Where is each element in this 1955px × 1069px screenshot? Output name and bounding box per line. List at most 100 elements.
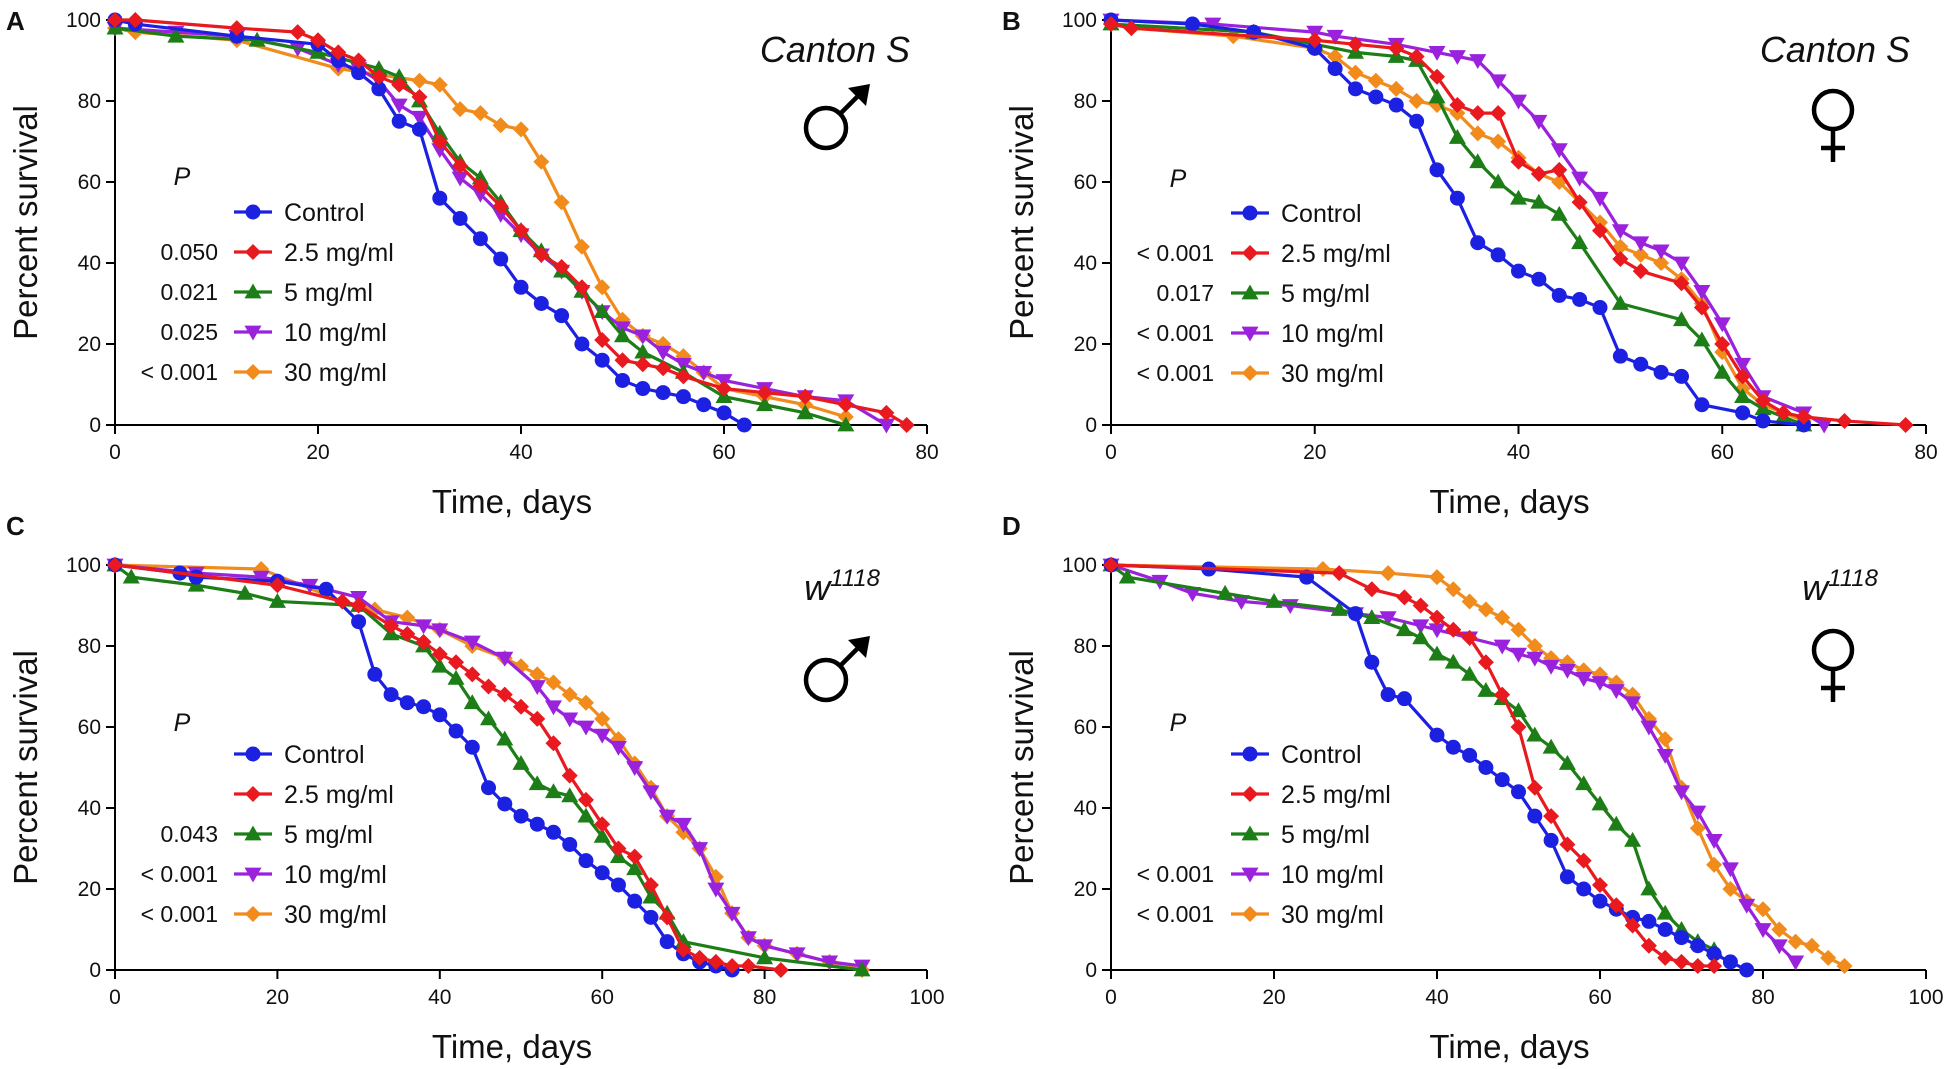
data-point bbox=[594, 331, 611, 348]
data-point bbox=[675, 368, 692, 385]
legend-label: 10 mg/ml bbox=[1281, 320, 1384, 348]
data-point bbox=[452, 101, 469, 118]
data-point bbox=[674, 817, 692, 833]
data-point bbox=[1795, 408, 1812, 425]
data-point bbox=[497, 796, 513, 812]
series-line bbox=[1110, 18, 1825, 427]
data-point bbox=[1652, 244, 1670, 260]
p-value: 0.017 bbox=[1156, 280, 1214, 306]
data-point bbox=[1571, 194, 1588, 211]
legend-marker bbox=[244, 867, 262, 883]
series-line bbox=[1110, 18, 1804, 427]
data-point bbox=[1558, 754, 1576, 770]
series-5-mg-ml bbox=[1102, 556, 1723, 957]
data-point bbox=[496, 730, 514, 746]
data-point bbox=[1429, 162, 1445, 178]
data-point bbox=[1690, 938, 1706, 954]
data-point bbox=[1348, 606, 1363, 622]
data-point bbox=[1380, 565, 1397, 582]
y-tick-label: 20 bbox=[1074, 878, 1097, 901]
data-point bbox=[1632, 263, 1649, 280]
data-point bbox=[626, 848, 643, 865]
data-point bbox=[1469, 125, 1486, 142]
series-10-mg-ml bbox=[106, 558, 871, 975]
data-point bbox=[431, 124, 449, 140]
data-point bbox=[350, 52, 367, 69]
series-line bbox=[1110, 22, 1805, 423]
data-point bbox=[634, 329, 652, 345]
x-axis-title: Time, days bbox=[432, 1028, 592, 1065]
legend-item-30-mg-ml: 30 mg/ml < 0.001 bbox=[1137, 360, 1384, 388]
x-tick-label: 100 bbox=[909, 986, 944, 1009]
data-point bbox=[1576, 881, 1592, 897]
y-tick-label: 60 bbox=[1074, 716, 1097, 739]
data-point bbox=[1489, 173, 1507, 189]
data-point bbox=[573, 279, 590, 296]
legend-marker bbox=[1241, 867, 1259, 883]
data-point bbox=[554, 308, 570, 324]
data-point bbox=[1445, 621, 1462, 638]
data-point bbox=[1734, 388, 1752, 404]
data-point bbox=[1653, 255, 1670, 271]
data-point bbox=[1550, 205, 1568, 221]
legend-label: 30 mg/ml bbox=[1281, 360, 1384, 388]
data-point bbox=[496, 686, 513, 703]
data-point bbox=[655, 385, 671, 401]
male-symbol-icon bbox=[803, 84, 870, 151]
data-point bbox=[1673, 785, 1690, 801]
data-point bbox=[447, 669, 465, 685]
y-tick-label: 80 bbox=[1074, 90, 1097, 113]
data-point bbox=[1118, 568, 1136, 584]
data-point bbox=[594, 710, 611, 727]
data-point bbox=[1897, 417, 1914, 433]
data-point bbox=[528, 680, 546, 695]
series-line bbox=[114, 26, 847, 419]
data-point bbox=[1592, 222, 1608, 239]
data-point bbox=[1306, 32, 1323, 49]
series-line bbox=[1110, 22, 1906, 427]
data-point bbox=[411, 88, 428, 105]
data-point bbox=[756, 384, 773, 401]
series-control bbox=[1103, 12, 1812, 433]
data-point bbox=[878, 404, 895, 421]
legend-item-control: Control bbox=[1231, 200, 1362, 228]
data-point bbox=[853, 961, 871, 977]
data-point bbox=[1611, 224, 1629, 240]
y-tick-label: 0 bbox=[1085, 959, 1097, 982]
data-point bbox=[1511, 263, 1526, 279]
data-point bbox=[658, 809, 676, 825]
data-point bbox=[1592, 893, 1608, 909]
data-point bbox=[513, 121, 529, 138]
data-point bbox=[578, 853, 594, 869]
data-point bbox=[533, 296, 549, 311]
data-point bbox=[1689, 820, 1706, 837]
legend-label: 5 mg/ml bbox=[284, 279, 373, 307]
data-point bbox=[574, 336, 590, 352]
data-point bbox=[1314, 561, 1331, 578]
data-point bbox=[724, 957, 741, 974]
data-point bbox=[1216, 584, 1234, 600]
legend-label: Control bbox=[1281, 741, 1362, 769]
data-point bbox=[448, 723, 464, 739]
data-point bbox=[1412, 619, 1430, 635]
data-point bbox=[1612, 348, 1628, 364]
y-tick-label: 80 bbox=[1074, 635, 1097, 658]
p-value: < 0.001 bbox=[141, 359, 218, 385]
series-line bbox=[1110, 22, 1805, 427]
data-point bbox=[512, 754, 530, 770]
data-point bbox=[1348, 81, 1363, 97]
data-point bbox=[1396, 589, 1413, 606]
data-point bbox=[594, 352, 610, 368]
data-point bbox=[252, 570, 270, 586]
p-value-header: P bbox=[174, 709, 191, 737]
data-point bbox=[107, 557, 123, 573]
data-point bbox=[561, 686, 578, 703]
data-point bbox=[796, 404, 814, 420]
data-point bbox=[659, 909, 676, 926]
data-point bbox=[1706, 957, 1723, 974]
data-point bbox=[1412, 597, 1429, 614]
series-line bbox=[1110, 563, 1846, 968]
y-tick-label: 0 bbox=[89, 959, 101, 982]
data-point bbox=[1409, 113, 1425, 129]
